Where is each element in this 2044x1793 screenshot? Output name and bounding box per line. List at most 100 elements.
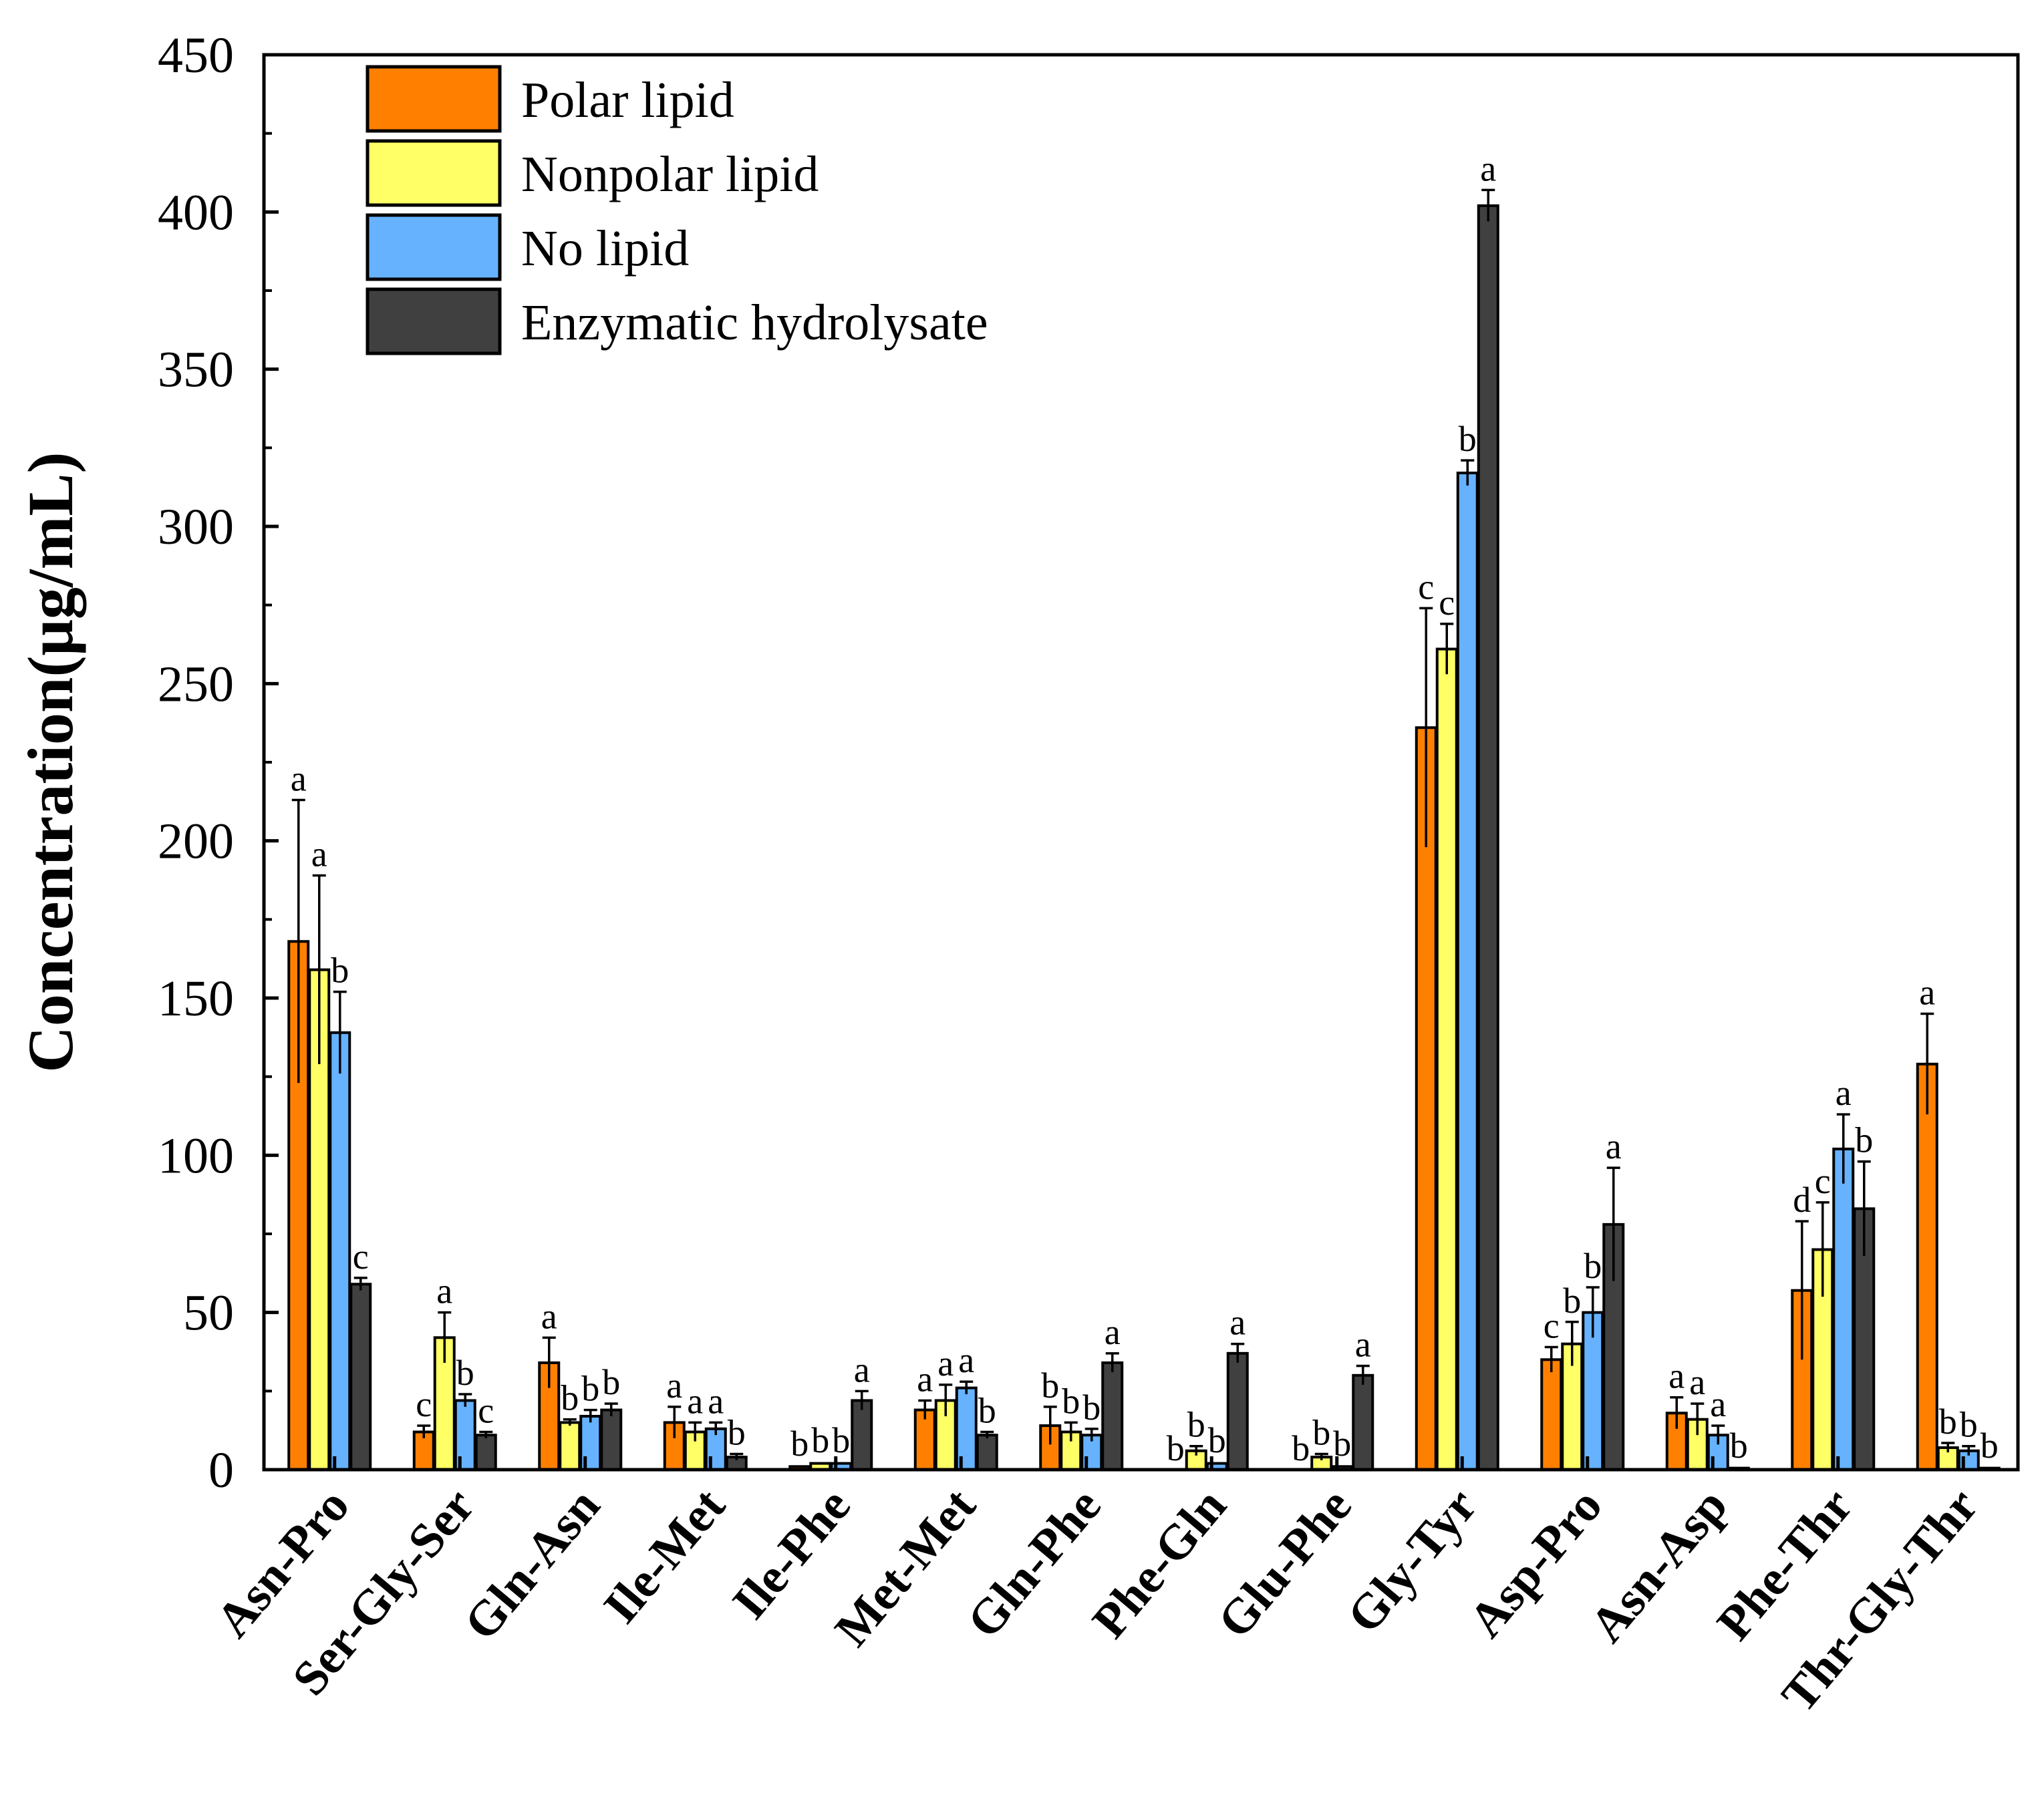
x-category-label: Glu-Phe (1207, 1478, 1362, 1648)
significance-label: a (1668, 1356, 1685, 1396)
legend-label: Enzymatic hydrolysate (521, 295, 988, 351)
significance-label: a (937, 1343, 954, 1383)
x-category-label: Phe-Gln (1082, 1478, 1237, 1648)
significance-label: a (1355, 1325, 1371, 1365)
significance-label: a (1919, 973, 1935, 1013)
significance-label: c (1544, 1305, 1560, 1345)
y-tick-label: 200 (158, 814, 234, 870)
significance-label: d (1793, 1180, 1811, 1220)
bar-no-lipid (1456, 471, 1479, 1471)
x-category-label: Asn-Asp (1580, 1478, 1738, 1653)
legend-label: Polar lipid (521, 72, 734, 128)
significance-label: b (811, 1420, 829, 1460)
significance-label: a (917, 1359, 933, 1399)
bar-enzymatic-hydrolysate (600, 1408, 623, 1471)
significance-label: b (832, 1420, 850, 1460)
y-axis: 0 50 100 150 200 250 300 350 400 450 (158, 27, 279, 1498)
significance-label: c (353, 1237, 369, 1277)
bar-enzymatic-hydrolysate (1352, 1373, 1374, 1472)
significance-label: b (602, 1362, 620, 1402)
significance-label: b (1167, 1428, 1185, 1468)
significance-label: b (1208, 1420, 1226, 1460)
significance-label: b (978, 1391, 996, 1431)
significance-label: c (1418, 566, 1434, 607)
x-category-label: Ile-Met (593, 1478, 736, 1633)
bars-layer (287, 204, 2001, 1472)
y-tick-label: 450 (158, 27, 234, 84)
significance-label: b (1187, 1405, 1205, 1445)
bar-enzymatic-hydrolysate (1101, 1361, 1124, 1472)
y-tick-label: 150 (158, 971, 234, 1027)
y-tick-label: 400 (158, 184, 234, 240)
x-category-label: Gln-Phe (957, 1478, 1112, 1648)
significance-label: a (958, 1340, 974, 1380)
legend-label: No lipid (521, 220, 689, 277)
legend-label: Nonpolar lipid (521, 146, 819, 202)
legend-swatch (366, 287, 502, 355)
bar-enzymatic-hydrolysate (976, 1434, 998, 1471)
legend: Polar lipid Nonpolar lipid No lipid Enzymat… (366, 65, 988, 355)
significance-label: b (1041, 1365, 1059, 1406)
significance-label: a (1606, 1126, 1622, 1166)
y-tick-label: 100 (158, 1128, 234, 1184)
y-tick-label: 50 (183, 1285, 234, 1341)
significance-label: b (1459, 419, 1477, 459)
x-axis: Asn-ProSer-Gly-SerGln-AsnIle-MetIle-PheM… (206, 1456, 1989, 1723)
significance-label: b (456, 1353, 474, 1393)
legend-swatch (366, 213, 502, 281)
significance-label: a (1105, 1312, 1121, 1352)
bar-enzymatic-hydrolysate (474, 1434, 497, 1471)
significance-label: a (854, 1349, 870, 1390)
significance-label: b (561, 1378, 579, 1418)
significance-label: a (687, 1381, 703, 1421)
significance-label: b (1730, 1426, 1748, 1466)
significance-label: a (1710, 1384, 1726, 1424)
x-category-label: Gln-Asn (454, 1478, 611, 1650)
significance-label: a (541, 1296, 557, 1336)
significance-label: b (790, 1424, 809, 1464)
bar-no-lipid (1832, 1147, 1855, 1472)
significance-label: b (1855, 1120, 1873, 1160)
significance-label: b (1292, 1428, 1310, 1468)
significance-label: a (311, 834, 327, 874)
significance-label: b (1563, 1281, 1581, 1321)
significance-label: c (1815, 1161, 1831, 1201)
legend-swatch (366, 139, 502, 207)
significance-label: a (1229, 1303, 1246, 1343)
significance-label: b (1312, 1412, 1330, 1452)
bar-polar-lipid (1916, 1062, 1938, 1471)
significance-label: c (416, 1384, 432, 1424)
significance-label: a (1836, 1073, 1852, 1113)
significance-label: a (436, 1271, 452, 1311)
bar-nonpolar-lipid (1435, 647, 1458, 1471)
significance-label: c (1439, 583, 1455, 623)
y-tick-label: 0 (208, 1442, 234, 1498)
significance-label: b (331, 951, 349, 991)
significance-label: a (291, 758, 307, 798)
bar-enzymatic-hydrolysate (851, 1399, 873, 1472)
significance-label: b (728, 1412, 746, 1452)
significance-label: a (1689, 1362, 1705, 1402)
legend-swatch (366, 65, 502, 133)
error-bars-layer (291, 188, 1976, 1460)
significance-label: a (1480, 148, 1496, 188)
bar-enzymatic-hydrolysate (1477, 204, 1499, 1471)
bar-no-lipid (329, 1031, 351, 1471)
significance-label: a (708, 1381, 724, 1421)
significance-label: b (1082, 1388, 1101, 1428)
bar-enzymatic-hydrolysate (349, 1283, 372, 1471)
significance-label: c (478, 1391, 494, 1431)
bar-polar-lipid (1540, 1358, 1563, 1472)
y-tick-label: 350 (158, 342, 234, 398)
significance-label: b (581, 1369, 599, 1409)
significance-label: b (1960, 1405, 1978, 1445)
bar-enzymatic-hydrolysate (1226, 1351, 1249, 1472)
significance-label: a (666, 1365, 682, 1406)
significance-label: b (1939, 1402, 1957, 1442)
significance-label: b (1981, 1426, 1999, 1466)
significance-label: b (1584, 1246, 1602, 1286)
y-axis-label: Concentration(μg/mL) (15, 452, 86, 1073)
bar-nonpolar-lipid (559, 1421, 581, 1471)
